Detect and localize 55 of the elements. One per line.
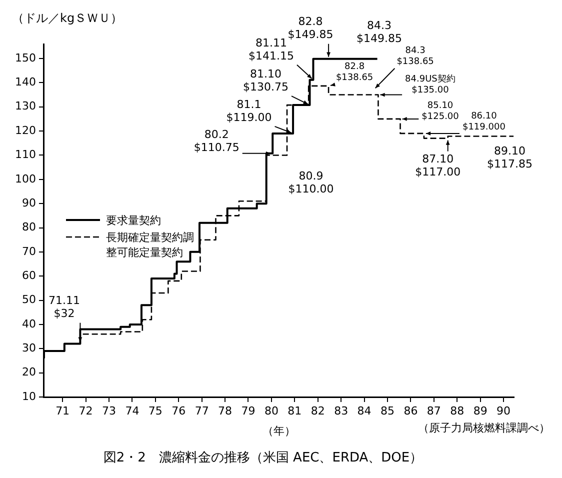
annotation: 87.10 $117.00 [415, 152, 461, 179]
x-tick-label: 80 [264, 404, 278, 418]
annotation: 89.10 $117.85 [487, 144, 533, 171]
x-tick-label: 75 [148, 404, 162, 418]
annotation: 84.9US契約 $135.00 [405, 74, 456, 96]
x-axis-title: （年） [262, 424, 296, 438]
x-tick-label: 76 [172, 404, 186, 418]
x-tick-label: 83 [334, 404, 348, 418]
x-tick-label: 78 [218, 404, 232, 418]
y-tick-label: 150 [14, 51, 36, 64]
legend-label: 長期確定量契約調整可能定量契約 [106, 230, 195, 260]
x-tick-label: 87 [426, 404, 441, 418]
x-tick-label: 90 [496, 404, 511, 418]
annotation: 82.8 $138.65 [336, 62, 374, 83]
x-tick-label: 74 [125, 404, 140, 418]
annotation: 80.2 $110.75 [194, 128, 240, 154]
y-tick-label: 120 [14, 124, 36, 137]
legend-label: 要求量契約 [106, 213, 162, 228]
x-tick-label: 77 [194, 404, 209, 418]
annotation: 86.10 $119.000 [462, 111, 506, 132]
x-tick-label: 72 [78, 404, 93, 418]
x-tick-label: 89 [473, 404, 488, 418]
annotation: 71.11 $32 [48, 294, 80, 320]
annotation: 82.8 $149.85 [288, 15, 334, 42]
x-tick-label: 85 [380, 404, 395, 418]
annotation: 85.10 $125.00 [422, 100, 460, 122]
annotation: 80.9 $110.00 [288, 170, 334, 196]
annotation: 81.1 $119.00 [226, 98, 272, 124]
y-tick-label: 60 [22, 268, 36, 282]
y-tick-label: 10 [22, 390, 36, 403]
y-tick-label: 30 [22, 342, 36, 355]
annotation: 84.3 $149.85 [356, 19, 402, 46]
x-tick-label: 81 [288, 404, 302, 418]
y-tick-label: 140 [14, 76, 36, 89]
y-tick-label: 110 [14, 148, 36, 162]
y-tick-label: 40 [22, 317, 36, 330]
text: （原子力局核燃料課調べ） [418, 421, 550, 434]
y-tick-label: 50 [22, 293, 36, 306]
x-tick-label: 88 [450, 404, 464, 418]
y-tick-label: 90 [22, 196, 36, 210]
y-tick-label: 130 [14, 100, 36, 113]
x-tick-label: 86 [404, 404, 418, 418]
x-tick-label: 84 [357, 404, 372, 418]
x-tick-label: 73 [102, 404, 116, 418]
annotation: 81.10 $130.75 [243, 67, 288, 94]
y-axis-title: （ドル／kgＳＷＵ） [12, 11, 123, 25]
text: 図2・2 濃縮料金の推移（米国 AEC、ERDA、DOE） [103, 450, 423, 466]
x-tick-label: 71 [56, 404, 70, 418]
y-tick-label: 70 [22, 244, 36, 258]
annotation: 84.3 $138.65 [396, 46, 434, 68]
y-tick-label: 80 [22, 220, 36, 234]
x-tick-label: 79 [241, 404, 256, 418]
y-tick-label: 20 [22, 366, 36, 379]
x-tick-label: 82 [310, 404, 325, 418]
y-tick-label: 100 [14, 172, 36, 186]
